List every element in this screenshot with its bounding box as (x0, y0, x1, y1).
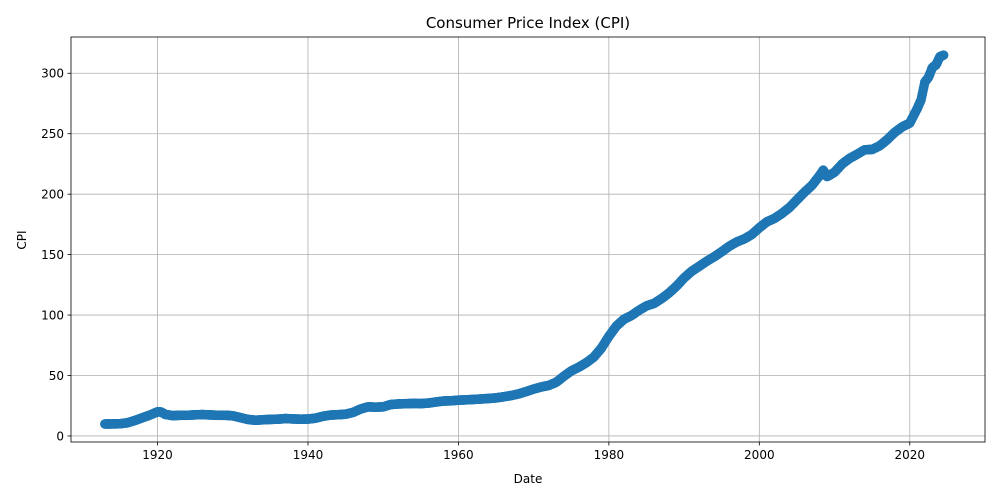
y-axis-label: CPI (15, 230, 29, 249)
x-axis-label: Date (514, 472, 543, 486)
data-points (100, 50, 949, 429)
y-tick-label: 100 (41, 308, 64, 322)
y-tick-label: 200 (41, 187, 64, 201)
y-tick-label: 300 (41, 67, 64, 81)
x-tick-label: 1920 (142, 448, 173, 462)
y-axis-ticks: 0 50 100 150 200 250 300 (41, 67, 71, 443)
x-axis-ticks: 1920 1940 1960 1980 2000 2020 (142, 442, 925, 462)
chart-title: Consumer Price Index (CPI) (426, 14, 630, 32)
y-tick-label: 250 (41, 127, 64, 141)
y-tick-label: 50 (49, 369, 64, 383)
x-tick-label: 2020 (895, 448, 926, 462)
x-tick-label: 1980 (594, 448, 625, 462)
plot-frame (70, 36, 986, 443)
grid (71, 37, 985, 442)
x-tick-label: 1960 (443, 448, 474, 462)
x-tick-label: 1940 (293, 448, 324, 462)
data-point (938, 50, 949, 60)
x-tick-label: 2000 (744, 448, 775, 462)
y-tick-label: 0 (56, 429, 64, 443)
y-tick-label: 150 (41, 248, 64, 262)
